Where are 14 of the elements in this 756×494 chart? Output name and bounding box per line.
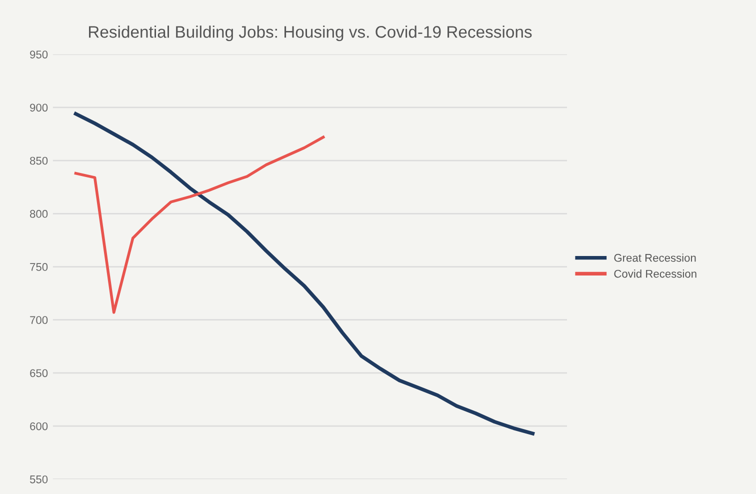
y-tick-label: 650 <box>30 369 48 378</box>
y-tick-label: 900 <box>30 104 48 112</box>
y-tick-label: 600 <box>30 422 48 430</box>
y-tick-label: 700 <box>30 316 48 324</box>
line-series <box>74 136 325 314</box>
chart-title: Residential Building Jobs: Housing vs. Covid-19 Recessions <box>89 26 532 42</box>
legend-label: Covid Recession <box>614 270 696 278</box>
line-series <box>74 112 535 436</box>
y-tick-label: 800 <box>30 210 48 218</box>
y-tick-label: 850 <box>30 156 48 165</box>
y-tick-label: 750 <box>30 263 48 271</box>
y-tick-label: 550 <box>30 475 48 484</box>
legend-label: Great Recession <box>614 254 696 262</box>
y-tick-label: 950 <box>30 50 48 58</box>
